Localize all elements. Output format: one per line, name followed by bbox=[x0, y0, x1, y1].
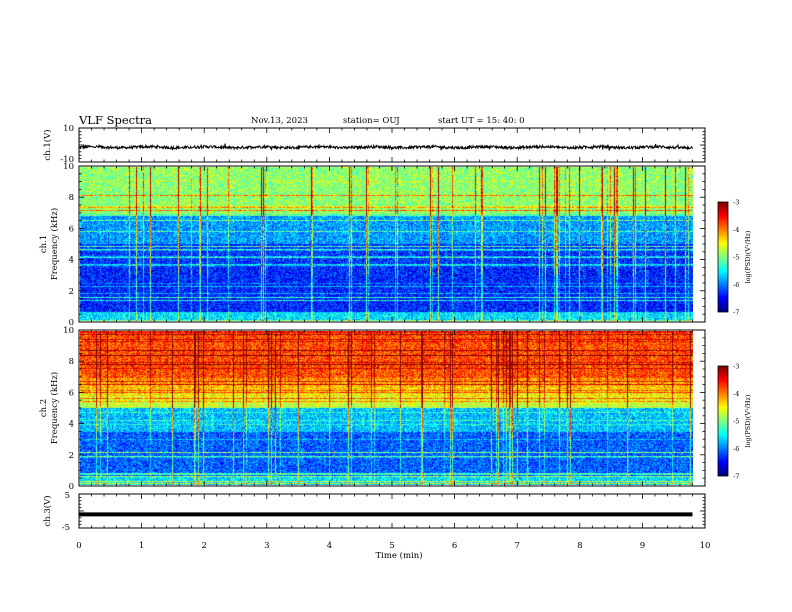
ch1-colorbar bbox=[718, 202, 728, 312]
ch1-waveform-panel: 10 -10 ch.1(V) bbox=[42, 124, 706, 165]
colorbar-tick-label: -4 bbox=[733, 390, 739, 398]
ch3-waveform-ylabel: ch.3(V) bbox=[42, 495, 53, 526]
ch2-colorbar-label: log(PSD)(V²/Hz) bbox=[744, 394, 752, 447]
time-axis-label: Time (min) bbox=[375, 550, 422, 561]
time-tick-label: 3 bbox=[264, 541, 269, 551]
colorbar-tick-label: -7 bbox=[733, 473, 739, 481]
time-tick-label: 4 bbox=[327, 541, 332, 551]
ch2-spectrogram-ylabel-frequency: Frequency (kHz) bbox=[49, 372, 60, 444]
time-tick-label: 10 bbox=[700, 541, 711, 551]
ch2-colorbar-ticks: -3 -4 -5 -6 -7 bbox=[733, 363, 739, 481]
station-label: station= OUJ bbox=[343, 116, 400, 126]
ch3-ytick-bottom: -5 bbox=[62, 523, 70, 533]
frequency-tick-label: 4 bbox=[69, 420, 74, 430]
frequency-tick-label: 8 bbox=[69, 193, 74, 203]
colorbar-tick-label: -5 bbox=[733, 418, 739, 426]
date-label: Nov.13, 2023 bbox=[251, 116, 308, 126]
ch3-waveform-panel: 5 -5 ch.3(V) bbox=[42, 491, 706, 533]
frequency-tick-label: 4 bbox=[69, 256, 74, 266]
ch1-waveform-ylabel: ch.1(V) bbox=[42, 129, 53, 160]
frequency-tick-label: 0 bbox=[69, 482, 74, 492]
colorbar-tick-label: -5 bbox=[733, 254, 739, 262]
frequency-tick-label: 6 bbox=[69, 224, 74, 234]
colorbar-tick-label: -4 bbox=[733, 226, 739, 234]
ch1-spectrogram-ytick-labels: 0 2 4 6 8 10 bbox=[63, 162, 74, 328]
start-time-label: start UT = 15: 40: 0 bbox=[438, 116, 525, 126]
time-tick-label: 9 bbox=[640, 541, 645, 551]
frequency-tick-label: 2 bbox=[69, 451, 74, 461]
colorbar-tick-label: -6 bbox=[733, 281, 739, 289]
ch1-colorbar-label: log(PSD)(V²/Hz) bbox=[744, 230, 752, 283]
ch1-axis-ticks bbox=[78, 127, 706, 163]
figure-title: VLF Spectra bbox=[78, 113, 152, 127]
ch1-spectrogram-heatmap bbox=[80, 167, 693, 321]
ch2-spectrogram-ytick-labels: 0 2 4 6 8 10 bbox=[63, 326, 74, 492]
ch1-ytick-top: 10 bbox=[63, 124, 74, 134]
ch2-spectrogram-heatmap bbox=[80, 331, 693, 485]
time-tick-label: 7 bbox=[514, 541, 519, 551]
ch1-ytick-bottom: -10 bbox=[60, 155, 74, 165]
time-tick-label: 5 bbox=[389, 541, 394, 551]
time-axis-tick-labels: 0 1 2 3 4 5 6 7 8 9 10 bbox=[76, 541, 710, 551]
frequency-tick-label: 2 bbox=[69, 287, 74, 297]
frequency-tick-label: 6 bbox=[69, 388, 74, 398]
colorbar-tick-label: -6 bbox=[733, 445, 739, 453]
frequency-tick-label: 10 bbox=[63, 162, 74, 172]
ch2-colorbar bbox=[718, 366, 728, 476]
ch2-spectrogram-ylabel-channel: ch.2 bbox=[39, 399, 49, 417]
time-tick-label: 2 bbox=[201, 541, 206, 551]
time-tick-label: 8 bbox=[577, 541, 582, 551]
ch1-spectrogram-ticks bbox=[78, 165, 706, 323]
ch1-colorbar-ticks: -3 -4 -5 -6 -7 bbox=[733, 199, 739, 317]
time-tick-label: 6 bbox=[452, 541, 457, 551]
ch2-spectrogram-ticks bbox=[78, 329, 706, 487]
frequency-tick-label: 0 bbox=[69, 318, 74, 328]
ch3-ytick-top: 5 bbox=[65, 491, 70, 501]
ch3-axis-ticks bbox=[78, 493, 706, 529]
colorbar-tick-label: -3 bbox=[733, 199, 739, 207]
ch1-spectrogram-ylabel-channel: ch.1 bbox=[39, 235, 49, 253]
time-tick-label: 0 bbox=[76, 541, 81, 551]
frequency-tick-label: 8 bbox=[69, 357, 74, 367]
ch1-waveform-trace bbox=[79, 143, 693, 151]
colorbar-tick-label: -7 bbox=[733, 309, 739, 317]
colorbar-tick-label: -3 bbox=[733, 363, 739, 371]
time-tick-label: 1 bbox=[139, 541, 144, 551]
ch1-spectrogram-ylabel-frequency: Frequency (kHz) bbox=[49, 208, 60, 280]
frequency-tick-label: 10 bbox=[63, 326, 74, 336]
